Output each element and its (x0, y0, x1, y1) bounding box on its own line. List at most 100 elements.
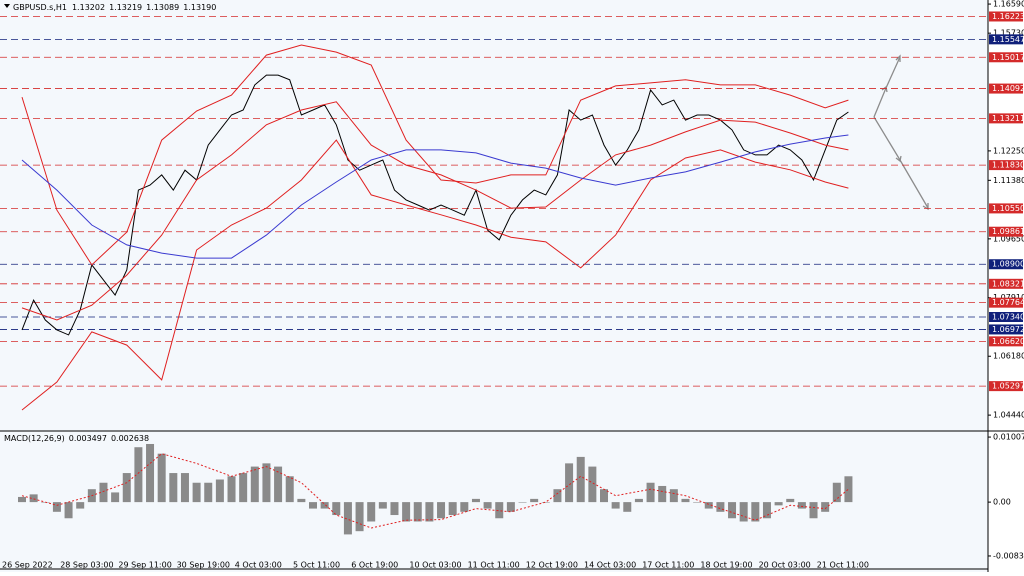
histogram-bar (553, 489, 562, 503)
x-tick-label: 20 Oct 03:00 (759, 561, 811, 570)
x-tick-label: 10 Oct 03:00 (409, 561, 461, 570)
line-series (21, 74, 849, 336)
histogram-bar (320, 502, 329, 509)
level-label-box (989, 278, 1023, 289)
histogram-bar (716, 502, 725, 512)
x-tick-label: 18 Oct 19:00 (700, 561, 752, 570)
histogram-bar (378, 502, 387, 509)
level-label: 1.15547 (992, 35, 1024, 44)
histogram-bar (309, 502, 317, 509)
histogram-bar (134, 447, 143, 503)
y-tick-label: 1.15730 (993, 29, 1024, 38)
histogram-bar (250, 466, 259, 503)
level-label: 1.08321 (992, 279, 1024, 288)
histogram-bar (623, 502, 632, 512)
histogram-bar (111, 492, 120, 503)
level-label-box (989, 312, 1023, 323)
histogram-bar (64, 502, 73, 519)
y-tick-label: 1.11380 (993, 176, 1024, 185)
arrow-head (895, 155, 902, 163)
indicator-title: MACD(12,26,9) 0.003497 0.002638 (4, 434, 149, 443)
histogram-bar (832, 482, 841, 503)
x-tick-label: 5 Oct 11:00 (293, 561, 340, 570)
level-label-box (989, 160, 1023, 171)
histogram-bar (52, 502, 61, 512)
histogram-bar (646, 482, 655, 503)
histogram-bar (355, 502, 364, 532)
level-label-box (989, 11, 1023, 22)
histogram-bar (297, 498, 306, 503)
histogram-bar (728, 502, 737, 519)
histogram-bar (437, 502, 446, 519)
level-label-box (989, 83, 1023, 94)
histogram-bar (681, 498, 690, 503)
x-tick-label: 11 Oct 11:00 (468, 561, 520, 570)
histogram-bar (704, 502, 713, 509)
histogram-bar (390, 502, 399, 516)
arrow-head (895, 54, 901, 62)
histogram-bar (634, 498, 643, 503)
histogram-bar (588, 466, 597, 503)
histogram-bar (285, 476, 294, 503)
level-label: 1.10550 (992, 204, 1024, 213)
histogram-bar (600, 489, 608, 503)
level-label: 1.15017 (992, 53, 1024, 62)
histogram-bar (402, 502, 411, 522)
histogram-bar (786, 498, 795, 503)
menu-triangle (4, 4, 10, 8)
level-label: 1.08900 (992, 260, 1024, 269)
x-tick-label: 21 Oct 11:00 (817, 561, 869, 570)
histogram-bar (239, 473, 248, 503)
y-tick-label: 1.06180 (993, 352, 1024, 361)
arrow-head (881, 85, 888, 93)
histogram-bar (658, 485, 667, 503)
level-label: 1.05297 (992, 382, 1024, 391)
line-series (21, 44, 849, 266)
level-label-box (989, 297, 1023, 308)
x-tick-label: 28 Sep 03:00 (60, 561, 113, 570)
histogram-bar (332, 502, 341, 516)
level-label: 1.07340 (992, 313, 1024, 322)
histogram-bar (797, 502, 806, 509)
histogram-bar (506, 502, 515, 512)
level-label: 1.06972 (992, 325, 1024, 334)
histogram-bar (844, 476, 853, 503)
histogram-bar (448, 502, 457, 516)
histogram-bar (611, 502, 620, 509)
histogram-bar (413, 502, 422, 522)
y-tick-label: 0.00 (993, 498, 1011, 507)
level-label-box (989, 259, 1023, 270)
y-tick-label: 1.09650 (993, 234, 1024, 243)
histogram-bar (367, 502, 376, 522)
histogram-bar (76, 502, 85, 509)
histogram-bar (180, 473, 189, 503)
histogram-bar (18, 496, 26, 503)
level-label-box (989, 336, 1023, 347)
histogram-bar (483, 502, 492, 509)
histogram-bar (693, 502, 702, 503)
y-tick-label: -0.008337 (993, 551, 1024, 560)
histogram-bar (471, 498, 480, 503)
histogram-bar (227, 476, 236, 503)
histogram-bar (29, 494, 38, 503)
histogram-bar (739, 502, 748, 522)
line-series (21, 134, 849, 259)
line-series (21, 139, 849, 411)
y-tick-label: 1.12250 (993, 146, 1024, 155)
histogram-bar (669, 489, 678, 503)
histogram-bar (762, 502, 771, 519)
histogram-bar (576, 456, 585, 503)
histogram-bar (809, 502, 818, 519)
y-tick-label: 1.04440 (993, 411, 1024, 420)
level-label: 1.16223 (992, 12, 1024, 21)
histogram-bar (192, 482, 201, 503)
level-label: 1.09861 (992, 227, 1024, 236)
x-tick-label: 14 Oct 03:00 (584, 561, 636, 570)
histogram-bar (518, 502, 527, 503)
chart-title: GBPUSD.s,H1 1.13202 1.13219 1.13089 1.13190 (13, 3, 216, 12)
line-series (21, 101, 849, 321)
histogram-bar (157, 453, 166, 503)
histogram-bar (262, 463, 271, 503)
level-label: 1.11830 (992, 161, 1024, 170)
